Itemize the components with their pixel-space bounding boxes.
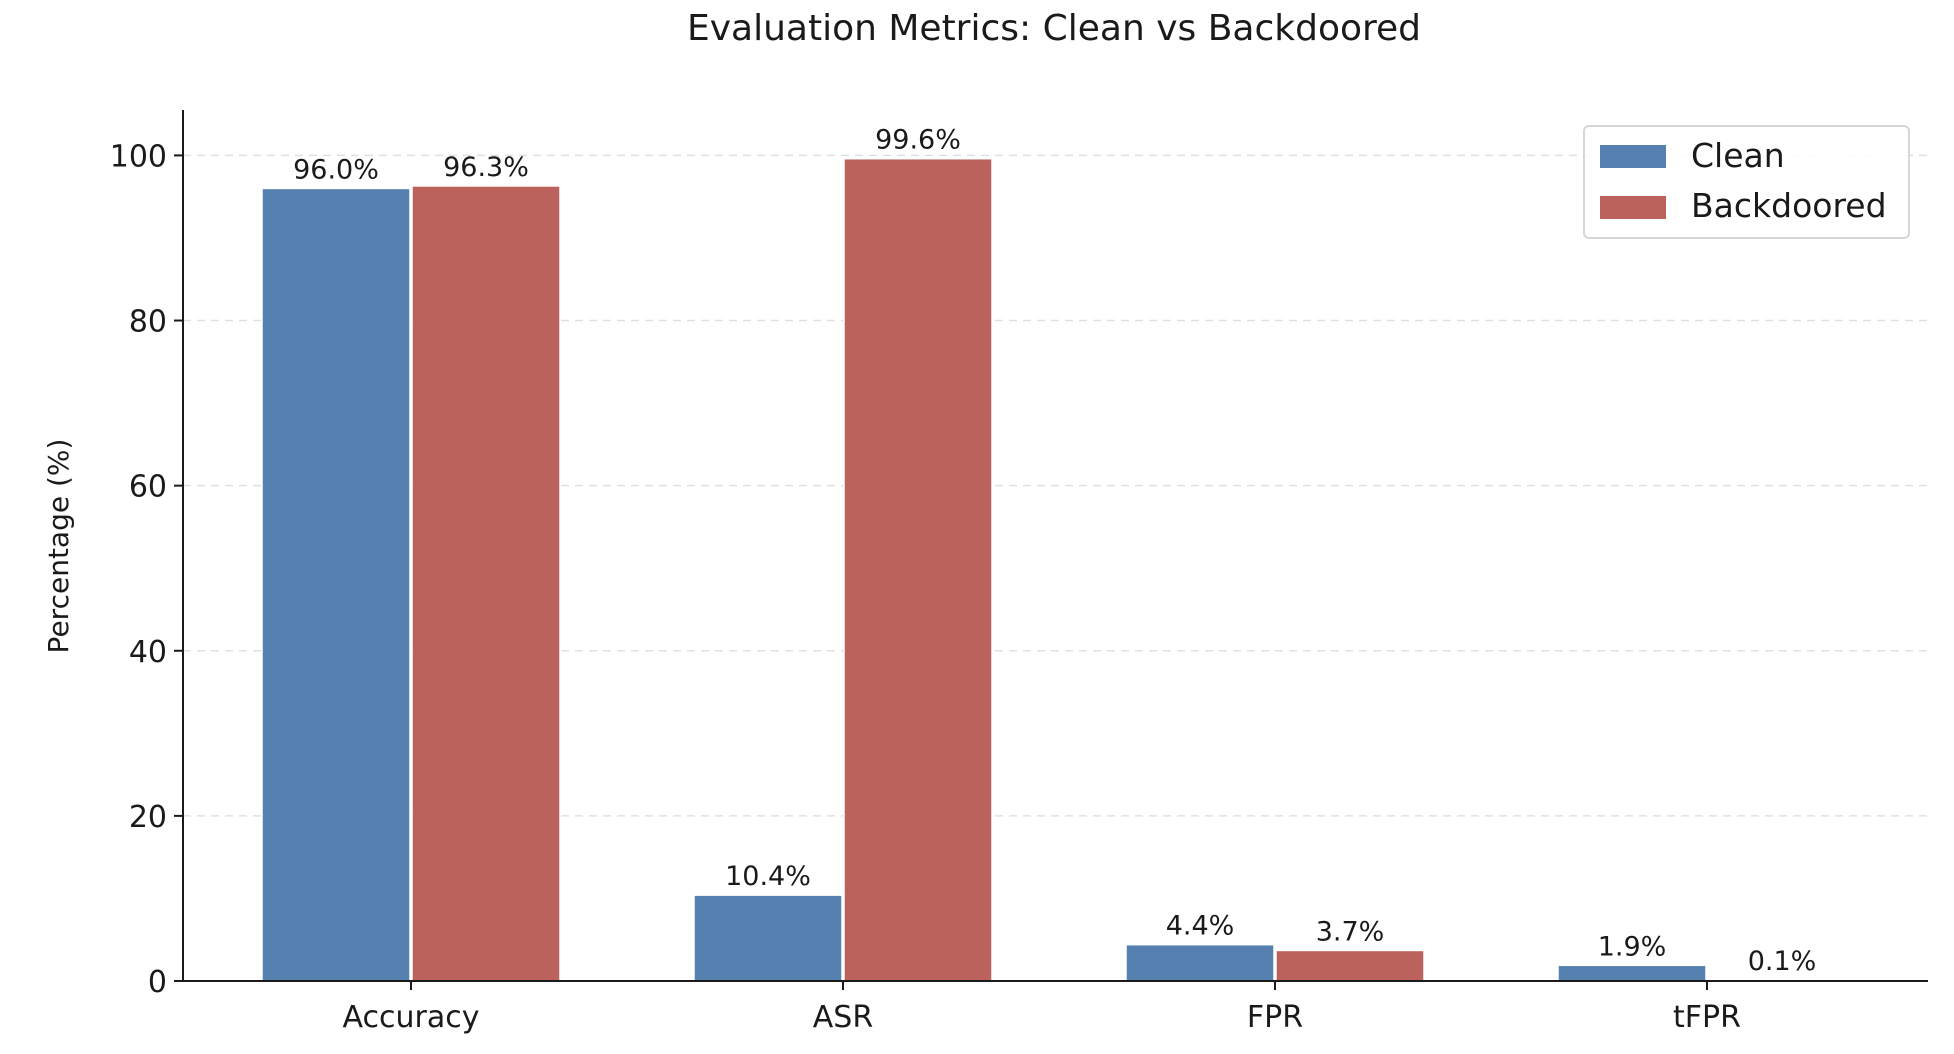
x-tick-label-accuracy: Accuracy [343,1000,480,1035]
data-label-backdoored-asr: 99.6% [875,125,961,156]
bar-backdoored-accuracy [411,185,561,982]
x-tick-label-tfpr: tFPR [1673,1000,1741,1035]
bar-backdoored-fpr [1275,949,1425,982]
x-ticks: Accuracy ASR FPR tFPR [343,981,1741,1035]
bar-clean-fpr [1125,943,1275,982]
legend-label-backdoored: Backdoored [1691,186,1887,225]
y-axis-label: Percentage (%) [42,439,75,654]
bars [261,157,1857,982]
bar-clean-accuracy [261,187,411,982]
value-labels: 96.0% 96.3% 10.4% 99.6% 4.4% 3.7% 1.9% 0.1% [293,125,1816,977]
legend-swatch-backdoored [1600,196,1666,219]
data-label-backdoored-tfpr: 0.1% [1748,946,1817,977]
data-label-backdoored-accuracy: 96.3% [443,152,529,183]
bar-clean-asr [693,894,843,982]
data-label-clean-fpr: 4.4% [1166,911,1235,942]
data-label-clean-asr: 10.4% [725,861,811,892]
y-ticks: 0 20 40 60 80 100 [110,139,183,1000]
x-tick-label-asr: ASR [813,1000,873,1035]
grid-lines [183,154,1928,817]
y-tick-label: 20 [129,800,167,835]
y-tick-label: 40 [129,635,167,670]
y-tick-label: 100 [110,139,167,174]
legend-swatch-clean [1600,145,1666,168]
y-tick-label: 80 [129,305,167,340]
x-tick-label-fpr: FPR [1247,1000,1303,1035]
data-label-clean-tfpr: 1.9% [1598,931,1667,962]
bar-backdoored-asr [843,157,993,982]
bar-clean-tfpr [1557,964,1707,982]
data-label-backdoored-fpr: 3.7% [1316,916,1385,947]
data-label-clean-accuracy: 96.0% [293,154,379,185]
legend: Clean Backdoored [1583,125,1910,239]
y-tick-label: 60 [129,470,167,505]
legend-label-clean: Clean [1691,136,1785,175]
chart-title: Evaluation Metrics: Clean vs Backdoored [687,8,1421,49]
axes [182,110,1928,982]
y-tick-label: 0 [148,965,167,1000]
